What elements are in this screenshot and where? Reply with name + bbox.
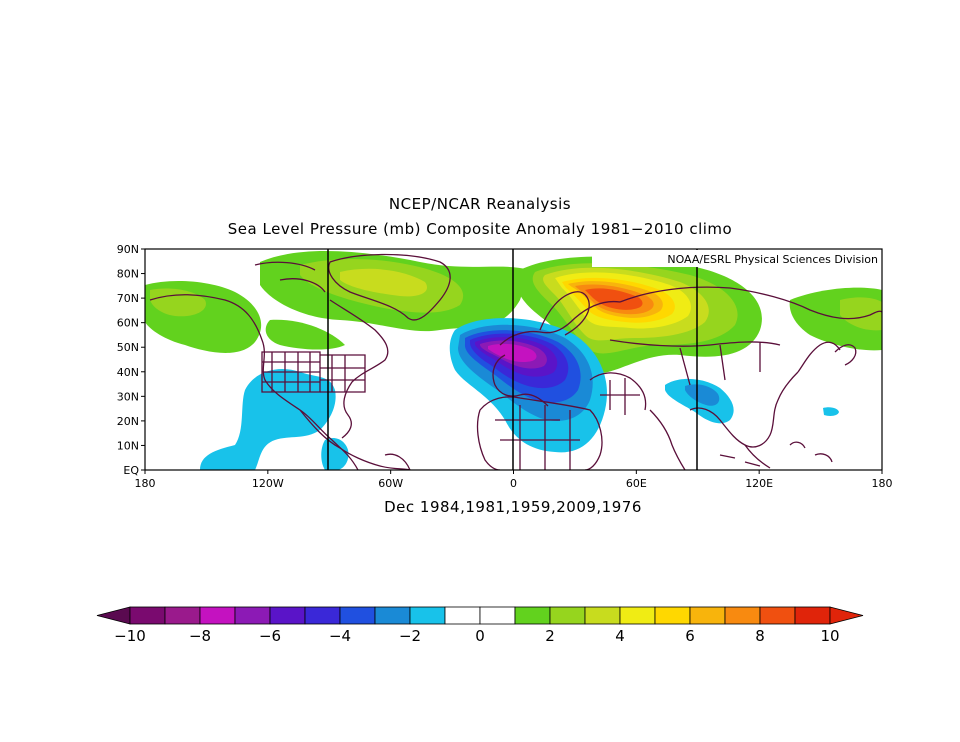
colorbar-tick-label: 10 [820,627,839,645]
colorbar-min-arrow [96,606,131,625]
credit-text: NOAA/ESRL Physical Sciences Division [667,253,878,266]
lat-tick-label: 30N [117,390,139,403]
lat-tick-label: 20N [117,415,139,428]
colorbar-swatch [234,606,271,625]
positive-anomaly-eurasia-core [585,288,643,310]
colorbar-swatch [654,606,691,625]
colorbar-swatch [514,606,551,625]
colorbar-swatch [549,606,586,625]
asia-interior-borders [609,339,781,386]
lon-axis: 180 120W 60W 0 60E 120E 180 [135,470,893,490]
colorbar-tick-label: −2 [399,627,421,645]
colorbar-tick-label: 6 [685,627,695,645]
colorbar-swatch [339,606,376,625]
lon-tick-label: 60E [626,477,647,490]
colorbar-swatch [584,606,621,625]
colorbar-swatch [199,606,236,625]
africa-coast [476,396,603,470]
arctic-islands [254,261,326,293]
south-asia-coast [649,371,799,470]
colorbar-swatch [164,606,201,625]
colorbar-swatch [689,606,726,625]
positive-anomaly-canada [265,319,345,350]
chart-subtitle: Sea Level Pressure (mb) Composite Anomal… [227,220,733,238]
colorbar-tick-label: −10 [114,627,146,645]
lat-tick-label: 90N [117,243,139,256]
lat-tick-label: 40N [117,366,139,379]
negative-anomaly-westpacific-small [823,407,839,416]
anomaly-field [145,251,882,470]
positive-anomaly-greenland-inner [340,268,428,297]
colorbar-swatch [374,606,411,625]
colorbar-tick-label: 0 [475,627,485,645]
japan [834,344,857,366]
central-america [299,409,411,470]
scandinavia [539,291,590,336]
colorbar-swatch [304,606,341,625]
lat-tick-label: EQ [123,464,139,477]
colorbar-tick-label: 8 [755,627,765,645]
europe-coast [492,300,621,407]
lon-tick-label: 60W [378,477,403,490]
coastlines [149,253,882,470]
colorbar-swatch [269,606,306,625]
chart-title: NCEP/NCAR Reanalysis [388,195,572,213]
colorbar-swatch [794,606,831,625]
lon-tick-label: 120E [745,477,773,490]
north-america-east-coast [329,299,389,439]
colorbar-swatch [409,606,446,625]
lat-tick-label: 50N [117,341,139,354]
colorbar-tick-label: 4 [615,627,625,645]
lon-tick-label: 0 [510,477,517,490]
lat-tick-label: 70N [117,292,139,305]
colorbar: −10 −8 −6 −4 −2 0 2 4 6 8 10 [96,606,864,645]
philippines-indonesia [719,441,833,467]
colorbar-swatch [619,606,656,625]
colorbar-swatch [444,606,481,625]
colorbar-swatch [724,606,761,625]
greenland-coast [328,253,451,321]
colorbar-tick-label: 2 [545,627,555,645]
negative-anomaly-pacific [200,369,336,470]
lat-tick-label: 10N [117,439,139,452]
south-america-top [384,453,411,470]
colorbar-tick-label: −4 [329,627,351,645]
lat-tick-label: 80N [117,268,139,281]
asia-coast [619,286,882,320]
east-asia-coast [744,341,841,469]
colorbar-swatch [759,606,796,625]
credit-box [592,250,881,267]
lon-tick-label: 120W [252,477,284,490]
us-state-grid-east [320,354,366,393]
positive-anomaly-westpacific-inner [840,297,882,331]
meridian-lines [327,249,698,470]
lon-tick-label: 180 [135,477,156,490]
negative-anomaly-asia-inner [685,384,720,406]
lat-axis: EQ 10N 20N 30N 40N 50N 60N 70N 80N 90N [117,243,145,477]
north-america-coast [149,294,359,470]
lat-tick-label: 60N [117,317,139,330]
colorbar-swatch [479,606,516,625]
colorbar-swatch [129,606,166,625]
colorbar-tick-label: −6 [259,627,281,645]
colorbar-tick-label: −8 [189,627,211,645]
lon-tick-label: 180 [872,477,893,490]
africa-borders [495,405,580,470]
composite-dates: Dec 1984,1981,1959,2009,1976 [384,498,642,516]
colorbar-max-arrow [829,606,864,625]
middle-east-borders [589,372,647,415]
